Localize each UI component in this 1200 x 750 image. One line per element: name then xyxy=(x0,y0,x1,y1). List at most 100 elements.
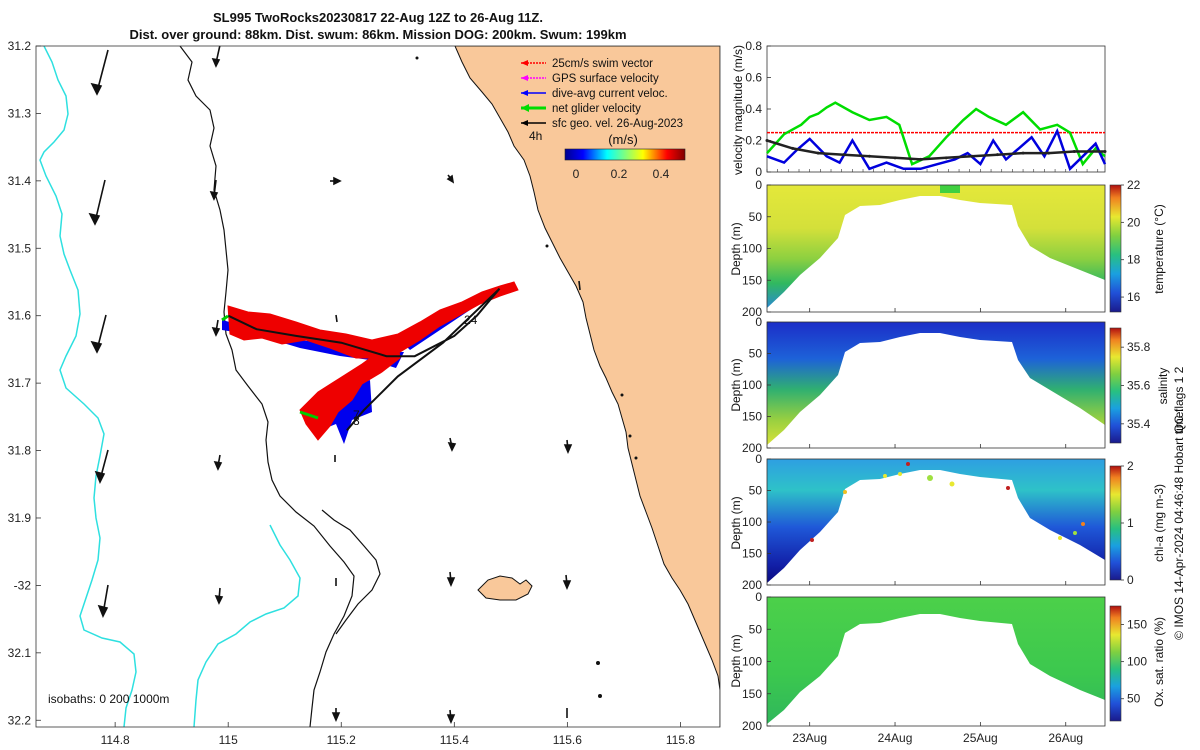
isobath-200m-inner xyxy=(321,509,381,635)
isobaths-label: isobaths: 0 200 1000m xyxy=(48,692,169,706)
map-ytick-label: 32.1 xyxy=(8,646,32,660)
date-tick-label: 25Aug xyxy=(963,731,998,745)
speed-colorbar xyxy=(564,148,686,161)
depth-tick-label: 100 xyxy=(742,655,762,669)
map-xtick-label: 115.2 xyxy=(327,733,356,747)
velocity-point xyxy=(765,139,769,142)
swim-vectors xyxy=(227,281,519,441)
velocity-point xyxy=(816,151,820,155)
depth-tick-label: 150 xyxy=(742,547,762,561)
depth-tick-label: 200 xyxy=(742,305,762,319)
legend-arrow-swim xyxy=(521,60,528,66)
legend-label-geo: sfc geo. vel. 26-Aug-2023 xyxy=(552,118,683,130)
depth-tick-label: 50 xyxy=(749,484,763,498)
legend-label-swim: 25cm/s swim vector xyxy=(552,58,653,70)
map-xtick-label: 115.8 xyxy=(666,733,695,747)
map-axes: 114.8 115 115.2 115.4 115.6 115.8 31.2 31.3 31.4… xyxy=(8,39,696,747)
net-glider-velocity-mark xyxy=(299,410,319,420)
depth-tick-label: 150 xyxy=(742,687,762,701)
islet xyxy=(415,56,419,60)
date-tick-label: 23Aug xyxy=(792,731,827,745)
footer-note: © IMOS 14-Apr-2024 04:46:48 Hobart time. xyxy=(1172,408,1186,640)
velocity-point xyxy=(995,153,999,157)
cb-tick-label: 150 xyxy=(1127,618,1147,632)
figure-title-line1: SL995 TwoRocks20230817 22-Aug 12Z to 26-… xyxy=(213,10,543,25)
legend-label-dive-avg: dive-avg current veloc. xyxy=(552,88,668,100)
depth-tick-label: 0 xyxy=(755,315,762,329)
map-ytick-label: 31.4 xyxy=(8,174,32,188)
map-ytick-label: 31.3 xyxy=(8,106,32,120)
ox-cblabel: Ox. sat. ratio (%) xyxy=(1152,617,1166,707)
velocity-point xyxy=(1021,151,1025,155)
islet xyxy=(596,661,600,665)
chl-ylabel: Depth (m) xyxy=(729,496,743,549)
salinity-section xyxy=(767,322,1105,445)
chl-highlights xyxy=(810,462,1085,542)
velocity-panel: 0 0.2 0.4 0.6 0.8 velocity magnitude (m/s) xyxy=(731,39,1107,179)
depth-tick-label: 50 xyxy=(749,622,763,636)
section-axes: 0501001502001618202205010015020035.435.6… xyxy=(742,178,1151,745)
temperature-cblabel: temperature (°C) xyxy=(1152,204,1166,294)
vel-ytick-label: 0 xyxy=(755,165,762,179)
velocity-lines xyxy=(765,101,1107,172)
islet xyxy=(545,244,549,248)
cb-tick-label: 20 xyxy=(1127,215,1141,229)
velocity-point xyxy=(919,157,923,161)
depth-tick-label: 200 xyxy=(742,719,762,733)
figure-title-line2: Dist. over ground: 88km. Dist. swum: 86k… xyxy=(129,27,626,42)
depth-tick-label: 0 xyxy=(755,452,762,466)
velocity-point xyxy=(867,154,871,158)
legend-arrow-geo xyxy=(521,120,528,126)
legend-arrow-net xyxy=(521,104,529,112)
isobath-1000m-east xyxy=(193,524,301,727)
salinity-ylabel: Depth (m) xyxy=(729,358,743,411)
velocity-series-dive-avg-current-veloc- xyxy=(766,127,1107,172)
ox-colorbar xyxy=(1109,605,1122,722)
colorbar-tick-0.4: 0.4 xyxy=(653,167,670,181)
depth-tick-label: 50 xyxy=(749,347,763,361)
map-frame xyxy=(35,45,721,728)
depth-tick-label: 100 xyxy=(742,378,762,392)
legend-arrow-dive-avg xyxy=(521,90,528,96)
isobath-1000m xyxy=(39,46,137,727)
cb-tick-label: 100 xyxy=(1127,655,1147,669)
velocity-point xyxy=(1047,151,1051,155)
depth-tick-label: 0 xyxy=(755,590,762,604)
islet xyxy=(620,393,624,397)
map-xtick-label: 115.4 xyxy=(440,733,469,747)
velocity-ylabel: velocity magnitude (m/s) xyxy=(731,45,745,175)
cb-tick-label: 35.4 xyxy=(1127,417,1151,431)
map-ytick-label: 31.7 xyxy=(8,376,32,390)
vel-ytick-label: 0.2 xyxy=(745,134,762,148)
colorbar-tick-0: 0 xyxy=(573,167,580,181)
depth-tick-label: 200 xyxy=(742,441,762,455)
islet xyxy=(598,694,602,698)
map-ytick-label: 31.5 xyxy=(8,241,32,255)
legend-label-net: net glider velocity xyxy=(552,103,641,115)
temperature-colorbar xyxy=(1109,184,1122,313)
velocity-axes: 0 0.2 0.4 0.6 0.8 xyxy=(745,39,1099,179)
isobath-200m xyxy=(179,46,355,727)
velocity-series-net-glider-velocity xyxy=(766,101,1106,167)
map-ytick-label: 31.2 xyxy=(8,39,32,53)
depth-tick-label: 100 xyxy=(742,242,762,256)
section-panel-temperature: Depth (m) temperature (°C) xyxy=(729,184,1166,313)
cb-tick-label: 1 xyxy=(1127,516,1134,530)
map-ytick-label: -32 xyxy=(14,578,32,592)
velocity-point xyxy=(970,154,974,158)
velocity-series-sfc-geo-vel- xyxy=(766,139,1105,161)
temperature-patch xyxy=(940,185,960,193)
geostrophic-arrows xyxy=(88,46,581,725)
cb-tick-label: 35.6 xyxy=(1127,379,1151,393)
temperature-ylabel: Depth (m) xyxy=(729,222,743,275)
depth-tick-label: 0 xyxy=(755,178,762,192)
depth-tick-label: 100 xyxy=(742,515,762,529)
velocity-point xyxy=(1072,150,1076,154)
map-legend: 25cm/s swim vector GPS surface velocity … xyxy=(521,58,686,181)
map-ytick-label: 31.6 xyxy=(8,309,32,323)
map-xtick-label: 115.6 xyxy=(553,733,582,747)
temperature-section xyxy=(767,185,1105,308)
islet xyxy=(628,434,632,438)
legend-label-gps: GPS surface velocity xyxy=(552,73,659,85)
map-xtick-label: 115 xyxy=(219,733,238,747)
